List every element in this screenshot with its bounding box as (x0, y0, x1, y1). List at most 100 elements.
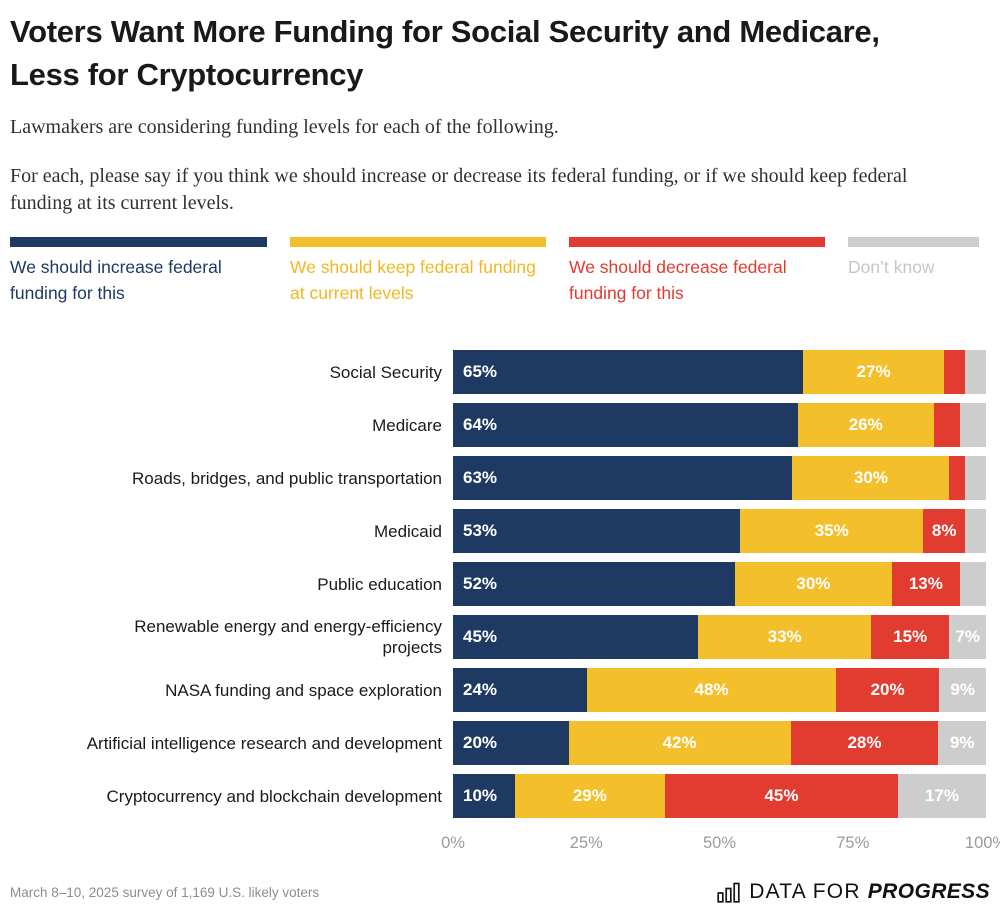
legend-label: We should keep federal funding at curren… (290, 257, 536, 303)
bar-segment-3: 17% (897, 774, 986, 818)
legend-swatch (290, 237, 546, 247)
segment-value-label: 35% (814, 521, 849, 540)
logo-text: DATA FOR PROGRESS (749, 880, 990, 904)
bar-segment-0: 64% (453, 403, 798, 447)
legend-label: We should increase federal funding for t… (10, 257, 222, 303)
bar-segment-0: 63% (453, 456, 793, 500)
segment-value-label: 45% (764, 786, 799, 805)
bar-segment-2: 8% (923, 509, 966, 553)
segment-value-label: 30% (853, 468, 888, 487)
segment-value-label: 26% (848, 415, 883, 434)
x-axis-tick: 0% (441, 834, 465, 852)
segment-value-label: 52% (463, 574, 498, 593)
bar-segment-0: 20% (453, 721, 569, 765)
chart-row: Artificial intelligence research and dev… (10, 721, 990, 765)
segment-value-label: 53% (463, 521, 498, 540)
survey-note: March 8–10, 2025 survey of 1,169 U.S. li… (10, 884, 320, 900)
bar-segment-0: 52% (453, 562, 735, 606)
bar-segment-1: 33% (698, 615, 871, 659)
category-label: Cryptocurrency and blockchain developmen… (106, 786, 442, 806)
chart-footer: March 8–10, 2025 survey of 1,169 U.S. li… (10, 880, 990, 904)
legend-swatch (569, 237, 825, 247)
segment-value-label: 48% (694, 680, 729, 699)
segment-value-label: 27% (856, 362, 891, 381)
segment-value-label: 8% (931, 521, 957, 540)
stacked-bar: 53% 35% 8% (453, 509, 986, 553)
legend-label: Don’t know (848, 257, 935, 277)
bar-segment-1: 29% (514, 774, 665, 818)
category-label: Social Security (329, 362, 442, 382)
bar-chart-icon (717, 882, 740, 903)
chart-row: NASA funding and space exploration 24% 48%… (10, 668, 990, 712)
bar-segment-2: 15% (870, 615, 950, 659)
bar-segment-1: 35% (740, 509, 924, 553)
segment-value-label: 9% (949, 733, 975, 752)
category-label: Public education (317, 574, 442, 594)
logo-text-prefix: DATA FOR (749, 880, 861, 903)
segment-value-label: 20% (463, 733, 498, 752)
legend-item-3: Don’t know (848, 237, 979, 306)
bar-segment-3 (959, 562, 986, 606)
segment-value-label: 33% (767, 627, 802, 646)
chart-row: Cryptocurrency and blockchain developmen… (10, 774, 990, 818)
segment-value-label: 64% (463, 415, 498, 434)
segment-value-label: 29% (572, 786, 607, 805)
bar-segment-3: 9% (939, 668, 986, 712)
bar-segment-1: 48% (587, 668, 836, 712)
legend-item-1: We should keep federal funding at curren… (290, 237, 546, 306)
bar-segment-1: 30% (734, 562, 892, 606)
stacked-bar: 45% 33% 15% 7% (453, 615, 986, 659)
bar-segment-3 (965, 456, 986, 500)
segment-value-label: 42% (662, 733, 697, 752)
segment-value-label: 20% (870, 680, 905, 699)
stacked-bar: 20% 42% 28% 9% (453, 721, 986, 765)
stacked-bar-chart: Social Security 65% 27% Medicare 64% 26% Roads… (10, 350, 990, 818)
segment-value-label: 24% (463, 680, 498, 699)
segment-value-label: 15% (893, 627, 928, 646)
segment-value-label: 63% (463, 468, 498, 487)
stacked-bar: 65% 27% (453, 350, 986, 394)
x-axis-tick: 25% (569, 834, 603, 852)
chart-row: Renewable energy and energy-efficiency p… (10, 615, 990, 659)
bar-segment-3: 9% (938, 721, 986, 765)
logo-text-suffix: PROGRESS (867, 880, 990, 903)
segment-value-label: 28% (847, 733, 882, 752)
chart-row: Roads, bridges, and public transportatio… (10, 456, 990, 500)
bar-segment-2: 13% (891, 562, 960, 606)
stacked-bar: 24% 48% 20% 9% (453, 668, 986, 712)
chart-row: Social Security 65% 27% (10, 350, 990, 394)
category-label: Medicare (372, 415, 442, 435)
chart-row: Medicaid 53% 35% 8% (10, 509, 990, 553)
bar-segment-1: 42% (568, 721, 791, 765)
chart-question-text: For each, please say if you think we sho… (10, 165, 908, 214)
category-label: Artificial intelligence research and dev… (86, 733, 442, 753)
bar-segment-3 (965, 350, 986, 394)
bar-segment-2 (944, 350, 966, 394)
stacked-bar: 63% 30% (453, 456, 986, 500)
x-axis-tick: 75% (836, 834, 870, 852)
category-label: Roads, bridges, and public transportatio… (132, 468, 442, 488)
bar-segment-1: 30% (792, 456, 950, 500)
bar-segment-0: 24% (453, 668, 588, 712)
bar-segment-0: 45% (453, 615, 699, 659)
segment-value-label: 45% (463, 627, 498, 646)
bar-segment-0: 53% (453, 509, 741, 553)
category-label: Medicaid (373, 521, 442, 541)
chart-row: Medicare 64% 26% (10, 403, 990, 447)
chart-subtitle: Lawmakers are considering funding levels… (10, 116, 559, 138)
bar-segment-2: 45% (664, 774, 898, 818)
bar-segment-1: 26% (797, 403, 934, 447)
chart-row: Public education 52% 30% 13% (10, 562, 990, 606)
segment-value-label: 13% (908, 574, 943, 593)
segment-value-label: 30% (796, 574, 831, 593)
legend-swatch (10, 237, 267, 247)
category-label: NASA funding and space exploration (165, 680, 442, 700)
bar-segment-2 (949, 456, 966, 500)
stacked-bar: 64% 26% (453, 403, 987, 447)
segment-value-label: 17% (924, 786, 959, 805)
x-axis: 0% 25% 50% 75% 100% (441, 834, 1000, 854)
segment-value-label: 10% (463, 786, 498, 805)
legend-item-0: We should increase federal funding for t… (10, 237, 267, 306)
bar-segment-0: 10% (453, 774, 515, 818)
